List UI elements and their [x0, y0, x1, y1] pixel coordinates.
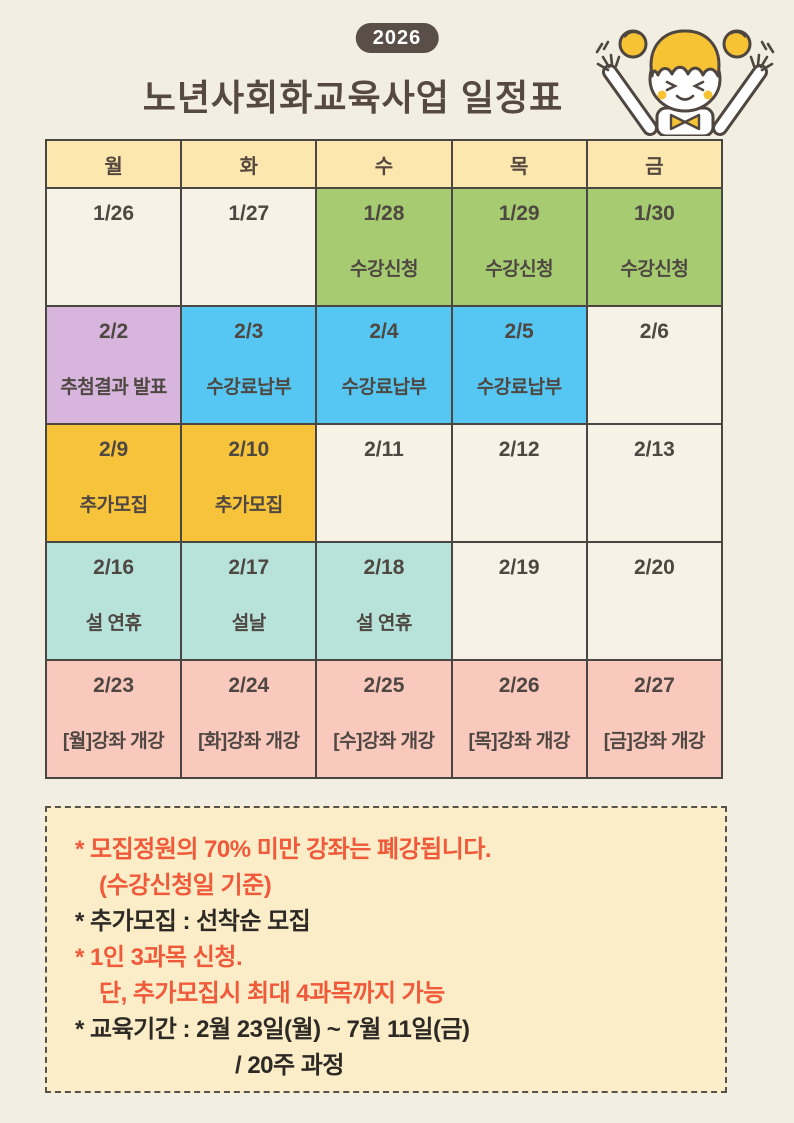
notes-box: * 모집정원의 70% 미만 강좌는 폐강됩니다. (수강신청일 기준) * 추가모… [45, 806, 727, 1093]
cell-date: 2/11 [364, 438, 404, 461]
note-line-1: * 모집정원의 70% 미만 강좌는 폐강됩니다. [75, 836, 492, 863]
cell-event-label: 수강신청 [620, 259, 689, 280]
cell-date: 2/23 [93, 674, 135, 697]
calendar-cell-2/23: 2/23 [월]강좌 개강 [44, 659, 183, 779]
cell-event-label: 수강료납부 [341, 377, 427, 398]
cell-event-label: 수강료납부 [206, 377, 292, 398]
calendar-cell-2/3: 2/3 수강료납부 [180, 305, 318, 425]
cell-date: 2/19 [498, 556, 540, 579]
cell-date: 2/13 [633, 438, 675, 461]
note-line-5: 단, 추가모집시 최대 4과목까지 가능 [99, 980, 445, 1007]
calendar-cell-2/13: 2/13 [585, 423, 724, 543]
note-line-6: * 교육기간 : 2월 23일(월) ~ 7월 11일(금) [75, 1016, 470, 1043]
cell-date: 1/30 [633, 202, 675, 225]
cell-event-label: 설날 [231, 613, 266, 634]
calendar-cell-2/2: 2/2 추첨결과 발표 [44, 305, 183, 425]
character-arms [595, 40, 775, 136]
calendar-cell-2/27: 2/27 [금]강좌 개강 [585, 659, 724, 779]
calendar-cell-2/9: 2/9 추가모집 [44, 423, 183, 543]
cell-date: 1/26 [93, 202, 135, 225]
character-face [665, 80, 705, 101]
cell-event-label: 수강료납부 [476, 377, 562, 398]
note-line-4: * 1인 3과목 신청. [75, 944, 243, 971]
page-title: 노년사회화교육사업 일정표 [142, 77, 564, 118]
calendar-cell-2/4: 2/4 수강료납부 [315, 305, 453, 425]
calendar-cell-2/25: 2/25 [수]강좌 개강 [315, 659, 453, 779]
calendar-day-header-화: 화 [180, 139, 318, 189]
cell-event-label: 추가모집 [214, 495, 283, 516]
calendar-cell-1/30: 1/30 수강신청 [585, 187, 724, 307]
cell-date: 2/24 [228, 674, 270, 697]
note-line-3: * 추가모집 : 선착순 모집 [75, 908, 311, 935]
note-line-7: / 20주 과정 [235, 1052, 344, 1079]
calendar-cell-1/26: 1/26 [44, 187, 183, 307]
cell-date: 2/25 [363, 674, 405, 697]
cell-date: 2/2 [98, 320, 129, 343]
calendar-week-row-4: 2/16 설 연휴 2/17 설날 2/18 설 연휴 2/19 2/20 [44, 541, 724, 661]
cell-date: 2/9 [98, 438, 129, 461]
cell-event-label: [목]강좌 개강 [468, 731, 570, 752]
calendar-cell-2/5: 2/5 수강료납부 [450, 305, 588, 425]
cell-event-label: [수]강좌 개강 [333, 731, 435, 752]
cell-date: 2/16 [93, 556, 135, 579]
calendar-day-header-수: 수 [315, 139, 453, 189]
calendar-week-row-1: 1/26 1/27 1/28 수강신청 1/29 수강신청 1/30 수강신청 [44, 187, 724, 307]
calendar-body: 1/26 1/27 1/28 수강신청 1/29 수강신청 1/30 수강신청 2/2 추첨결과 … [44, 187, 724, 779]
calendar-day-header-금: 금 [585, 139, 724, 189]
cell-date: 1/27 [228, 202, 270, 225]
year-badge: 2026 [355, 23, 439, 53]
cell-event-label: 수강신청 [485, 259, 554, 280]
cell-date: 2/26 [498, 674, 540, 697]
cell-event-label: 추첨결과 발표 [60, 377, 167, 398]
cell-event-label: [월]강좌 개강 [62, 731, 165, 752]
calendar-cell-2/6: 2/6 [585, 305, 724, 425]
cell-date: 2/27 [633, 674, 675, 697]
cell-date: 2/4 [369, 320, 399, 343]
calendar-cell-2/26: 2/26 [목]강좌 개강 [450, 659, 588, 779]
calendar-cell-2/17: 2/17 설날 [180, 541, 318, 661]
calendar-cell-1/29: 1/29 수강신청 [450, 187, 588, 307]
calendar-cell-2/24: 2/24 [화]강좌 개강 [180, 659, 318, 779]
calendar-cell-2/20: 2/20 [585, 541, 724, 661]
character-head [618, 29, 752, 113]
cell-date: 2/3 [234, 320, 264, 343]
cell-event-label: 수강신청 [350, 259, 418, 280]
cell-date: 2/10 [228, 438, 270, 461]
cell-event-label: 설 연휴 [85, 613, 142, 634]
calendar-cell-2/16: 2/16 설 연휴 [44, 541, 183, 661]
calendar-cell-2/11: 2/11 [315, 423, 453, 543]
cell-date: 2/17 [228, 556, 270, 579]
cell-date: 2/12 [498, 438, 540, 461]
cell-event-label: 추가모집 [79, 495, 148, 516]
waving-character-illustration [595, 29, 775, 136]
cell-event-label: 설 연휴 [356, 613, 412, 634]
calendar-week-row-3: 2/9 추가모집 2/10 추가모집 2/11 2/12 2/13 [44, 423, 724, 543]
calendar-cell-2/19: 2/19 [450, 541, 588, 661]
cell-date: 2/18 [363, 556, 405, 579]
calendar-week-row-5: 2/23 [월]강좌 개강 2/24 [화]강좌 개강 2/25 [수]강좌 개강 2/26… [44, 659, 724, 779]
calendar-cell-1/27: 1/27 [180, 187, 318, 307]
calendar-day-header-월: 월 [44, 139, 183, 189]
calendar-day-header-목: 목 [450, 139, 588, 189]
cell-event-label: [화]강좌 개강 [198, 731, 300, 752]
calendar-cell-2/18: 2/18 설 연휴 [315, 541, 453, 661]
calendar-cell-2/10: 2/10 추가모집 [180, 423, 318, 543]
cell-date: 1/29 [498, 202, 540, 225]
calendar-cell-2/12: 2/12 [450, 423, 588, 543]
calendar-cell-1/28: 1/28 수강신청 [315, 187, 453, 307]
cell-date: 2/5 [504, 320, 534, 343]
note-line-2: (수강신청일 기준) [99, 872, 272, 899]
cell-event-label: [금]강좌 개강 [603, 731, 706, 752]
cell-date: 2/6 [639, 320, 669, 343]
calendar-week-row-2: 2/2 추첨결과 발표 2/3 수강료납부 2/4 수강료납부 2/5 수강료납부 2/6 [44, 305, 724, 425]
cell-date: 1/28 [363, 202, 405, 225]
cell-date: 2/20 [633, 556, 675, 579]
